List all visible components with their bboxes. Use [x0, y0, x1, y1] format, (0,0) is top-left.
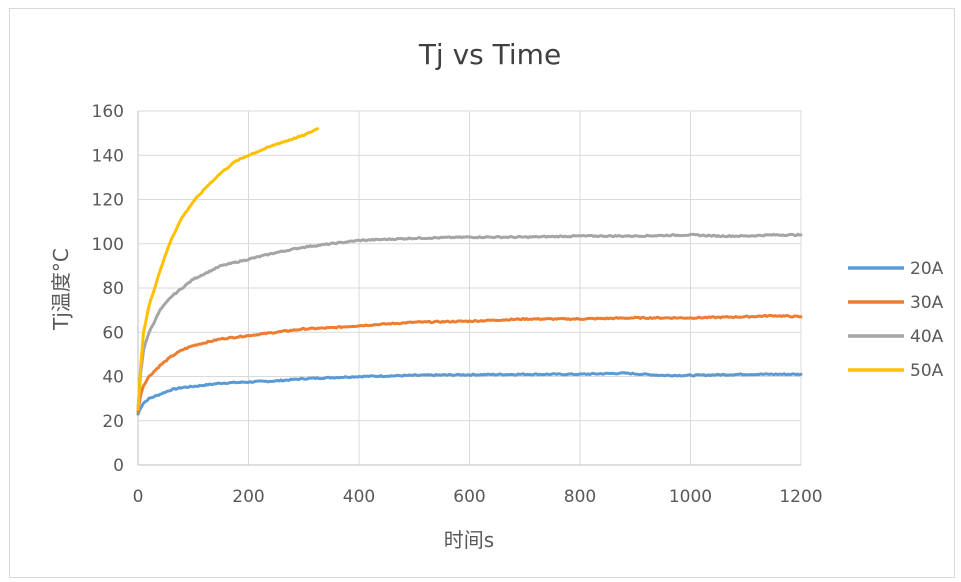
x-tick-label: 200	[232, 487, 264, 507]
legend-label-40A: 40A	[910, 327, 944, 347]
legend-label-30A: 30A	[910, 293, 944, 313]
y-tick-label: 80	[102, 279, 124, 299]
y-tick-label: 40	[102, 368, 124, 388]
series-line-40A	[136, 232, 803, 411]
series-line-20A	[136, 371, 803, 416]
y-tick-label: 120	[92, 191, 124, 211]
chart-title: Tj vs Time	[418, 38, 561, 71]
grid	[138, 110, 802, 465]
x-tick-label: 800	[564, 487, 596, 507]
y-tick-label: 0	[113, 456, 124, 476]
y-tick-label: 60	[102, 323, 124, 343]
x-tick-label: 0	[133, 487, 144, 507]
legend: 20A 30A 40A 50A	[848, 259, 944, 381]
y-tick-label: 20	[102, 412, 124, 432]
x-tick-label: 1000	[669, 487, 712, 507]
x-tick-label: 1200	[779, 487, 822, 507]
legend-label-20A: 20A	[910, 259, 944, 279]
series-line-50A	[136, 127, 320, 411]
x-tick-label: 400	[343, 487, 375, 507]
chart-frame	[9, 8, 955, 578]
series-lines	[136, 127, 803, 416]
x-tick-label: 600	[453, 487, 485, 507]
y-tick-label: 100	[92, 235, 124, 255]
y-tick-label: 140	[92, 146, 124, 166]
y-axis-label: Tj温度°C	[49, 248, 73, 331]
tick-labels: 0 20 40 60 80 100 120 140 160 0 200 400 600 800 1000 12…	[92, 102, 823, 507]
series-line-30A	[136, 313, 803, 414]
legend-label-50A: 50A	[910, 361, 944, 381]
y-tick-label: 160	[92, 102, 124, 122]
x-axis-label: 时间s	[444, 528, 494, 552]
